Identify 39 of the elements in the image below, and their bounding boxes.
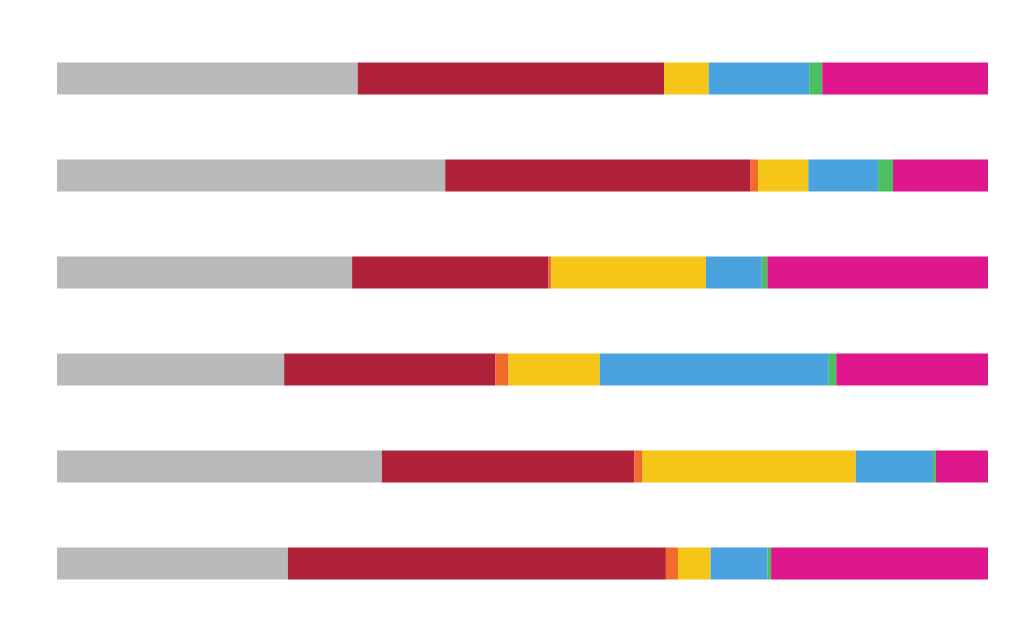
bar <box>933 450 936 483</box>
bar <box>935 450 988 483</box>
bar <box>767 256 988 289</box>
bar <box>551 256 706 289</box>
bar <box>284 353 496 386</box>
bar <box>665 547 678 580</box>
bar <box>758 159 809 192</box>
bar <box>828 353 837 386</box>
bar <box>893 159 988 192</box>
bar <box>599 353 829 386</box>
bar <box>808 159 879 192</box>
bar <box>710 547 768 580</box>
bar <box>855 450 934 483</box>
bar <box>642 450 856 483</box>
bar <box>57 547 288 580</box>
bar <box>771 547 988 580</box>
bar <box>495 353 509 386</box>
bar <box>708 62 810 95</box>
bar <box>677 547 711 580</box>
bar <box>878 159 894 192</box>
bar <box>57 159 446 192</box>
bar <box>352 256 549 289</box>
bar <box>705 256 762 289</box>
bar <box>809 62 823 95</box>
bar <box>57 62 358 95</box>
bar <box>836 353 988 386</box>
bar <box>822 62 988 95</box>
bar <box>767 547 772 580</box>
bar <box>57 353 285 386</box>
bar <box>57 450 382 483</box>
bar <box>664 62 709 95</box>
bar <box>357 62 665 95</box>
bar <box>57 256 353 289</box>
bar <box>287 547 666 580</box>
bar <box>634 450 643 483</box>
bar <box>750 159 759 192</box>
bar <box>508 353 600 386</box>
bar <box>381 450 635 483</box>
bar <box>445 159 751 192</box>
